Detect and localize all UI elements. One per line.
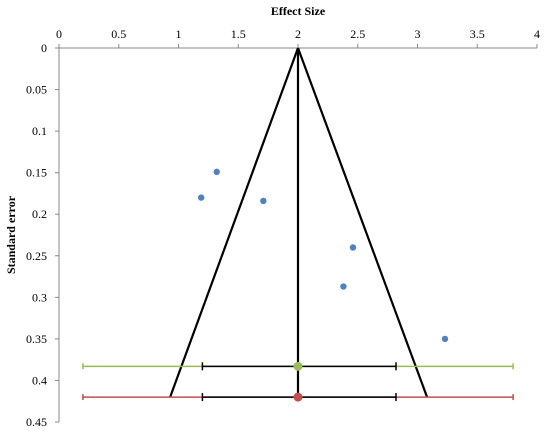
x-tick-label: 4	[534, 27, 540, 41]
y-tick-label: 0.2	[32, 207, 47, 221]
y-tick-label: 0.45	[26, 415, 47, 429]
study-points	[198, 168, 449, 343]
y-tick-label: 0.35	[26, 332, 47, 346]
pooled-estimate-marker	[293, 361, 303, 371]
axes: 0 0.5 1 1.5 2 2.5 3 3.5 4 0 0.05 0.1 0.15 0.2 0.25 0.3 0…	[26, 27, 540, 429]
study-point	[340, 283, 347, 290]
study-point	[198, 194, 205, 201]
pooled-estimates	[82, 361, 514, 402]
x-axis-title: Effect Size	[271, 4, 326, 18]
x-tick-label: 0.5	[111, 27, 126, 41]
y-tick-label: 0.4	[32, 373, 47, 387]
study-point	[349, 244, 357, 251]
study-point	[441, 335, 449, 343]
study-point	[260, 197, 267, 205]
funnel-right-line	[296, 47, 429, 398]
y-tick-label: 0	[41, 41, 47, 55]
x-tick-label: 2	[295, 27, 301, 41]
x-tick-label: 1	[176, 27, 182, 41]
y-tick-label: 0.3	[32, 290, 47, 304]
y-tick-label: 0.25	[26, 249, 47, 263]
y-axis-title: Standard error	[4, 195, 18, 274]
x-tick-label: 2.5	[350, 27, 365, 41]
x-tick-label: 1.5	[231, 27, 246, 41]
pooled-estimate-marker	[293, 392, 303, 402]
x-tick-label: 3	[415, 27, 421, 41]
y-tick-label: 0.05	[26, 83, 47, 97]
x-tick-label: 0	[56, 27, 62, 41]
y-tick-label: 0.15	[26, 166, 47, 180]
funnel	[169, 47, 429, 398]
study-point	[213, 168, 220, 176]
y-tick-label: 0.1	[32, 124, 47, 138]
x-tick-label: 3.5	[470, 27, 485, 41]
funnel-left-line	[169, 47, 300, 398]
